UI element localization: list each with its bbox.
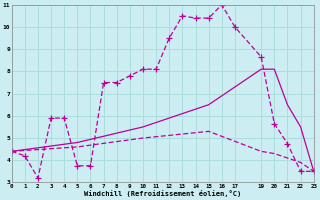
X-axis label: Windchill (Refroidissement éolien,°C): Windchill (Refroidissement éolien,°C) [84, 190, 241, 197]
